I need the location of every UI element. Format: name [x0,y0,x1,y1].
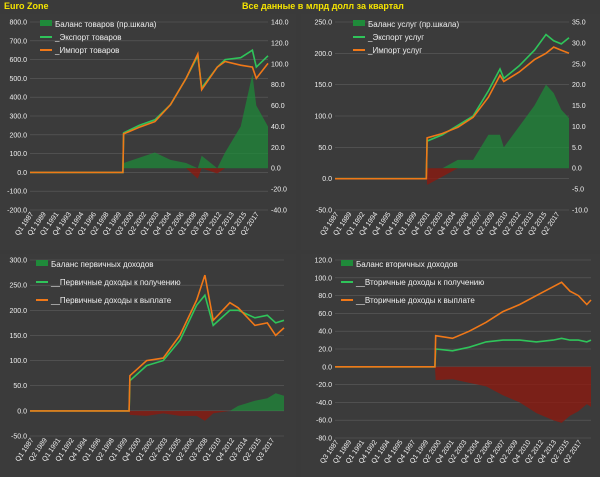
y2-tick-label: -20.0 [271,187,287,194]
legend-swatch [353,20,365,26]
legend-label: Баланс услуг (пр.шкала) [368,20,460,29]
region-title: Euro Zone [4,1,49,11]
y-tick-label: 150.0 [314,82,332,89]
legend-label: _Экспорт товаров [54,33,122,42]
chart-svg: 120.0 100.0 80.0 60.0 40.0 20.0 0.0 -20.0 -40.0 -… [314,258,592,465]
y-tick-label: 100.0 [9,151,27,158]
y-tick-label: 600.0 [9,57,27,64]
y2-tick-label: 25.0 [572,61,586,68]
y-tick-label: 300.0 [9,258,27,265]
legend-label: _Экспорт услуг [367,33,424,42]
balance-area-negative [335,366,591,423]
legend-swatch [341,260,353,266]
y-tick-label: 20.0 [318,347,332,354]
balance-area-negative [30,168,268,179]
y-tick-label: 0.0 [322,176,332,183]
y-tick-label: 150.0 [9,333,27,340]
legend-label: Баланс первичных доходов [51,260,154,269]
y-tick-label: -50.0 [11,434,27,441]
legend-swatch [40,20,52,26]
services-chart: 250.0 200.0 150.0 100.0 50.0 0.0 -50.0 35.0 30.0… [301,14,600,250]
chart-svg: 800.0 700.0 600.0 500.0 400.0 300.0 200.0 100.0… [7,20,289,238]
y2-tick-label: 140.0 [271,20,289,27]
y-tick-label: 300.0 [9,114,27,121]
subtitle: Все данные в млрд долл за квартал [242,1,404,11]
y-tick-label: 0.0 [17,408,27,415]
y-tick-label: 400.0 [9,95,27,102]
export-line [30,293,285,412]
y-tick-label: 250.0 [314,20,332,27]
y-tick-label: 0.0 [322,364,332,371]
y-tick-label: -200.0 [7,208,27,215]
y2-tick-label: 80.0 [271,82,285,89]
y-tick-label: 100.0 [314,114,332,121]
goods-chart: 800.0 700.0 600.0 500.0 400.0 300.0 200.0 100.0… [0,14,296,250]
y-tick-label: 50.0 [13,383,27,390]
y-tick-label: -50.0 [316,208,332,215]
y2-tick-label: 20.0 [271,145,285,152]
y-tick-label: 700.0 [9,38,27,45]
y2-tick-label: 0.0 [271,166,281,173]
y2-tick-label: 10.0 [572,124,586,131]
y2-tick-label: 100.0 [271,61,289,68]
legend-label: _Импорт услуг [367,46,422,55]
secondary-income-chart: 120.0 100.0 80.0 60.0 40.0 20.0 0.0 -20.0 -40.0 -… [301,254,600,477]
y-tick-label: 50.0 [318,145,332,152]
legend-label: __Вторичные доходы к получению [355,278,484,287]
balance-area-positive [30,74,268,169]
chart-svg: 250.0 200.0 150.0 100.0 50.0 0.0 -50.0 35.0 30.0… [314,20,588,238]
y2-tick-label: 60.0 [271,103,285,110]
y2-tick-label: 120.0 [271,40,289,47]
balance-area-negative [30,410,284,421]
y-tick-label: -60.0 [316,418,332,425]
y-tick-label: 40.0 [318,329,332,336]
y2-tick-label: 35.0 [572,20,586,27]
legend-label: Баланс товаров (пр.шкала) [55,20,157,29]
balance-area-positive [30,393,284,411]
y2-tick-label: 20.0 [572,82,586,89]
y2-tick-label: 40.0 [271,124,285,131]
y2-tick-label: 15.0 [572,103,586,110]
legend-label: __Первичные доходы к выплате [50,296,172,305]
y-tick-label: 100.0 [314,275,332,282]
legend-swatch [36,260,48,266]
legend-label: __Вторичные доходы к выплате [355,296,475,305]
y-tick-label: -40.0 [316,400,332,407]
y-tick-label: 120.0 [314,258,332,265]
legend-label: _Импорт товаров [54,46,119,55]
y2-tick-label: 0.0 [572,166,582,173]
legend-label: __Первичные доходы к получению [50,278,181,287]
import-line [335,281,592,368]
primary-income-chart: 300.0 250.0 200.0 150.0 100.0 50.0 0.0 -50.0 Q1 … [0,254,296,477]
balance-area-negative [335,168,569,185]
y2-tick-label: -40.0 [271,208,287,215]
y-tick-label: 500.0 [9,76,27,83]
y-tick-label: 100.0 [9,358,27,365]
legend-label: Баланс вторичных доходов [356,260,458,269]
y2-tick-label: -10.0 [572,208,588,215]
y-tick-label: 800.0 [9,20,27,27]
y2-tick-label: -5.0 [572,187,584,194]
y-tick-label: 250.0 [9,283,27,290]
y-tick-label: -20.0 [316,382,332,389]
y-tick-label: 80.0 [318,293,332,300]
y-tick-label: -80.0 [316,436,332,443]
y-tick-label: 200.0 [9,308,27,315]
y-tick-label: -100.0 [7,189,27,196]
y-tick-label: 60.0 [318,311,332,318]
export-line [335,337,592,368]
y-tick-label: 200.0 [9,132,27,139]
y2-tick-label: 30.0 [572,40,586,47]
y-tick-label: 200.0 [314,51,332,58]
balance-area-positive [335,84,569,169]
y2-tick-label: 5.0 [572,145,582,152]
y-tick-label: 0.0 [17,170,27,177]
chart-svg: 300.0250.0200.0150.0100.050.00.0-50.0Q1 … [9,258,285,463]
